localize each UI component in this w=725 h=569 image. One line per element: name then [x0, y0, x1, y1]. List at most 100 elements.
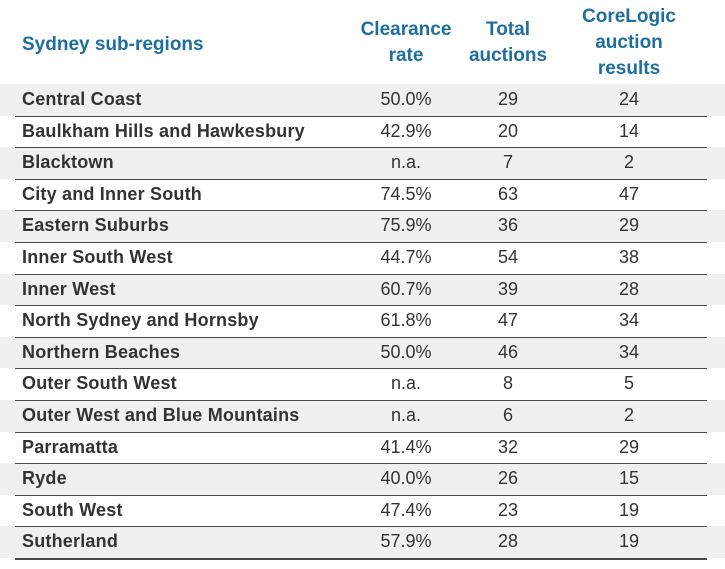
cell-total: 29 [497, 89, 519, 109]
cell-clearance: 44.7% [380, 247, 432, 267]
cell-total: 63 [497, 183, 519, 204]
cell-corelogic: 5 [623, 373, 634, 394]
cell-clearance: n.a. [390, 152, 422, 173]
cell-clearance: n.a. [390, 405, 422, 425]
row-divider [15, 305, 707, 307]
cell-region: Inner South West [22, 247, 173, 267]
cell-clearance: n.a. [390, 373, 422, 394]
cell-region: Central Coast [22, 89, 142, 109]
column-header-total-line1: Total [486, 19, 530, 40]
row-divider [15, 431, 707, 433]
cell-region: Northern Beaches [22, 341, 181, 362]
cell-region: Blacktown [22, 152, 114, 173]
cell-clearance: 42.9% [380, 120, 432, 141]
cell-total: 32 [497, 436, 519, 457]
row-divider [15, 147, 707, 149]
cell-clearance: 57.9% [380, 531, 432, 552]
cell-region: North Sydney and Hornsby [22, 310, 259, 331]
cell-region: Inner West [22, 278, 116, 299]
table-row: Inner South West 44.7% 54 38 [0, 242, 725, 274]
column-header-corelogic-line1: CoreLogic [582, 6, 676, 27]
cell-corelogic: 2 [623, 405, 634, 425]
column-header-corelogic: CoreLogic auction results [570, 4, 688, 82]
table-row: Ryde 40.0% 26 15 [0, 463, 725, 495]
cell-total: 7 [502, 152, 513, 173]
cell-clearance: 47.4% [380, 499, 432, 520]
cell-clearance: 74.5% [380, 183, 432, 204]
cell-corelogic: 19 [618, 531, 640, 552]
table-header: Sydney sub-regions Clearance rate Total … [0, 0, 725, 84]
cell-region: Eastern Suburbs [22, 215, 170, 236]
cell-total: 28 [497, 531, 519, 552]
cell-clearance: 60.7% [380, 278, 432, 299]
table-row: Sutherland 57.9% 28 19 [0, 526, 725, 558]
cell-total: 39 [497, 278, 519, 299]
cell-clearance: 50.0% [380, 341, 432, 362]
table-row: Northern Beaches 50.0% 46 34 [0, 336, 725, 369]
cell-region: Outer West and Blue Mountains [22, 405, 300, 425]
row-divider [15, 463, 707, 465]
table-row: Central Coast 50.0% 29 24 [0, 84, 725, 116]
cell-corelogic: 38 [618, 247, 640, 267]
column-header-clearance: Clearance rate [350, 17, 462, 69]
cell-region: Parramatta [22, 436, 119, 457]
row-divider [15, 526, 707, 528]
row-divider [15, 210, 707, 212]
table-row: North Sydney and Hornsby 61.8% 47 34 [0, 305, 725, 337]
cell-region: Outer South West [22, 373, 177, 394]
cell-region: Ryde [22, 468, 67, 489]
column-header-corelogic-line2: auction [595, 32, 663, 53]
table-row: Baulkham Hills and Hawkesbury 42.9% 20 14 [0, 116, 725, 148]
cell-total: 47 [497, 310, 519, 331]
cell-corelogic: 19 [618, 499, 640, 520]
cell-corelogic: 29 [618, 215, 640, 236]
row-divider [15, 242, 707, 243]
row-divider [15, 115, 707, 117]
table-row: Parramatta 41.4% 32 29 [0, 432, 725, 464]
cell-corelogic: 34 [618, 310, 640, 331]
cell-corelogic: 14 [618, 120, 640, 141]
cell-corelogic: 34 [618, 341, 640, 362]
cell-corelogic: 28 [618, 278, 640, 299]
cell-clearance: 50.0% [380, 89, 432, 109]
cell-clearance: 61.8% [380, 310, 432, 331]
cell-corelogic: 15 [618, 468, 640, 489]
table-row: Outer West and Blue Mountains n.a. 6 2 [0, 400, 725, 432]
table-row: Outer South West n.a. 8 5 [0, 368, 725, 400]
column-header-region-label: Sydney sub-regions [22, 34, 204, 55]
cell-corelogic: 2 [623, 152, 634, 173]
column-header-total: Total auctions [460, 17, 556, 69]
row-divider [15, 400, 707, 401]
row-divider [15, 273, 707, 275]
cell-total: 54 [497, 247, 519, 267]
cell-region: Sutherland [22, 531, 119, 552]
cell-total: 46 [497, 341, 519, 362]
table-row: City and Inner South 74.5% 63 47 [0, 179, 725, 211]
cell-total: 20 [497, 120, 519, 141]
column-header-total-line2: auctions [468, 45, 548, 66]
cell-region: City and Inner South [22, 183, 203, 204]
cell-corelogic: 29 [618, 436, 640, 457]
table-row: Blacktown n.a. 7 2 [0, 147, 725, 179]
table-bottom-border [15, 558, 707, 560]
table-row: South West 47.4% 23 19 [0, 495, 725, 527]
cell-total: 26 [497, 468, 519, 489]
cell-region: South West [22, 499, 123, 520]
cell-clearance: 41.4% [380, 436, 432, 457]
row-divider [15, 368, 707, 370]
column-header-region: Sydney sub-regions [22, 32, 204, 58]
column-header-corelogic-line3: results [597, 58, 661, 79]
cell-corelogic: 24 [618, 89, 640, 109]
row-divider [15, 336, 707, 338]
table-row: Inner West 60.7% 39 28 [0, 273, 725, 306]
column-header-clearance-line2: rate [388, 45, 424, 66]
cell-total: 23 [497, 499, 519, 520]
row-divider [15, 494, 707, 496]
row-divider [15, 178, 707, 180]
table-row: Eastern Suburbs 75.9% 36 29 [0, 210, 725, 242]
column-header-clearance-line1: Clearance [360, 19, 452, 40]
cell-clearance: 75.9% [380, 215, 432, 236]
cell-total: 36 [497, 215, 519, 236]
cell-region: Baulkham Hills and Hawkesbury [22, 120, 305, 141]
cell-corelogic: 47 [618, 183, 640, 204]
